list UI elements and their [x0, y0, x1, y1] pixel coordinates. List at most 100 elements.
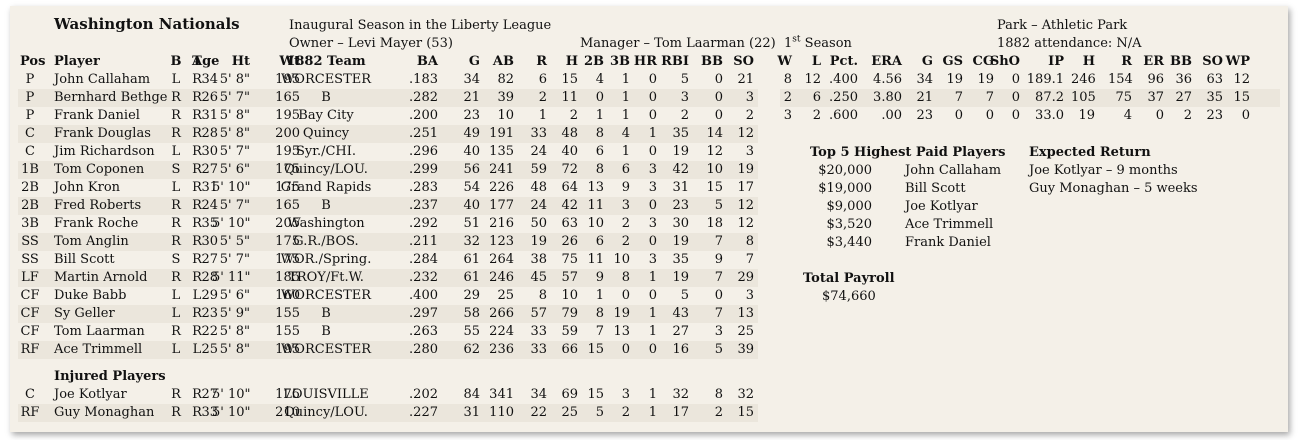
pitching-cell: .00	[881, 108, 902, 123]
table-cell: 175	[275, 180, 300, 195]
table-cell: .292	[409, 216, 438, 231]
table-cell: R	[192, 180, 202, 195]
table-cell: 21	[463, 90, 480, 105]
table-cell: 0	[648, 342, 657, 357]
table-cell: 72	[561, 162, 578, 177]
table-cell: 3	[648, 180, 657, 195]
table-cell: R	[171, 387, 181, 402]
pitching-cell: 7	[954, 90, 963, 105]
pitching-cell: 154	[1108, 72, 1133, 87]
table-cell: 25	[201, 342, 218, 357]
salary-amount: $19,000	[818, 181, 872, 196]
pitching-cell: 37	[1147, 90, 1164, 105]
table-cell: 30	[201, 144, 218, 159]
column-header: R	[1121, 54, 1132, 69]
pitching-cell: 0	[1241, 108, 1250, 123]
table-cell: WORCESTER	[280, 72, 372, 87]
column-header: G	[921, 54, 933, 69]
pitching-cell: 8	[783, 72, 792, 87]
table-cell: 31	[201, 180, 218, 195]
pitching-cell: 12	[804, 72, 821, 87]
table-cell: 3	[648, 252, 657, 267]
table-cell: 25	[497, 288, 514, 303]
table-cell: 1	[648, 405, 657, 420]
table-cell: R	[171, 216, 181, 231]
table-cell: 19	[613, 306, 630, 321]
table-cell: 61	[463, 270, 480, 285]
table-cell: B	[321, 306, 331, 321]
table-cell: 7	[714, 270, 723, 285]
pitching-cell: 27	[1175, 90, 1192, 105]
table-cell: 19	[672, 234, 689, 249]
table-cell: 195	[275, 342, 300, 357]
salary-amount: $20,000	[818, 163, 872, 178]
column-header: ER	[1143, 54, 1164, 69]
table-cell: 0	[648, 288, 657, 303]
table-cell: 0	[648, 144, 657, 159]
table-cell: 0	[595, 90, 604, 105]
player-name: Duke Babb	[54, 288, 127, 303]
player-name: Martin Arnold	[54, 270, 148, 285]
table-cell: 5' 10"	[212, 387, 251, 402]
table-cell: CF	[20, 306, 40, 321]
table-cell: B	[321, 324, 331, 339]
table-cell: 5' 7"	[219, 252, 250, 267]
table-cell: 205	[275, 216, 300, 231]
table-cell: 2	[621, 405, 630, 420]
table-cell: P	[25, 108, 35, 123]
table-cell: 54	[463, 180, 480, 195]
salary-player: Bill Scott	[905, 181, 966, 196]
table-cell: 3	[648, 216, 657, 231]
table-cell: 22	[201, 324, 218, 339]
table-cell: 1	[648, 324, 657, 339]
column-header: W	[777, 54, 792, 69]
table-cell: .280	[409, 342, 438, 357]
manager-text: Manager – Tom Laarman (22) 1st Season	[580, 35, 852, 53]
table-cell: R	[192, 252, 202, 267]
column-header: G	[468, 54, 480, 69]
table-cell: 3	[621, 387, 630, 402]
column-header: T	[192, 54, 202, 69]
pitching-cell: .400	[829, 72, 858, 87]
table-cell: 8	[595, 162, 604, 177]
table-cell: .299	[409, 162, 438, 177]
table-cell: .284	[409, 252, 438, 267]
table-cell: 2	[569, 108, 578, 123]
table-cell: R	[171, 198, 181, 213]
table-cell: 191	[489, 126, 514, 141]
table-cell: 12	[737, 198, 754, 213]
column-header: 1882 Team	[286, 54, 366, 69]
table-cell: 17	[672, 405, 689, 420]
park-text: Park – Athletic Park	[997, 18, 1128, 33]
column-header: BB	[1170, 54, 1192, 69]
row-band	[18, 125, 758, 143]
expected-return-title: Expected Return	[1029, 145, 1151, 160]
table-cell: 165	[275, 90, 300, 105]
table-cell: 35	[672, 126, 689, 141]
table-cell: 13	[737, 306, 754, 321]
pitching-cell: .600	[829, 108, 858, 123]
player-name: Joe Kotlyar	[54, 387, 127, 402]
table-cell: 24	[201, 198, 218, 213]
table-cell: 29	[463, 288, 480, 303]
table-cell: 55	[463, 324, 480, 339]
table-cell: .183	[409, 72, 438, 87]
table-cell: .200	[409, 108, 438, 123]
table-cell: 23	[463, 108, 480, 123]
table-cell: 39	[497, 90, 514, 105]
table-cell: 23	[672, 198, 689, 213]
table-cell: S	[171, 252, 181, 267]
table-cell: 75	[561, 252, 578, 267]
season-text: Inaugural Season in the Liberty League	[289, 18, 552, 33]
pitching-cell: 0	[985, 108, 994, 123]
table-cell: 264	[489, 252, 514, 267]
row-band	[18, 197, 758, 215]
pitching-cell: 0	[1011, 90, 1020, 105]
table-cell: .232	[409, 270, 438, 285]
table-cell: 24	[530, 144, 547, 159]
table-cell: 59	[561, 324, 578, 339]
table-cell: 42	[561, 198, 578, 213]
table-cell: 5' 10"	[212, 180, 251, 195]
column-header: HR	[633, 54, 657, 69]
row-band	[18, 305, 758, 323]
